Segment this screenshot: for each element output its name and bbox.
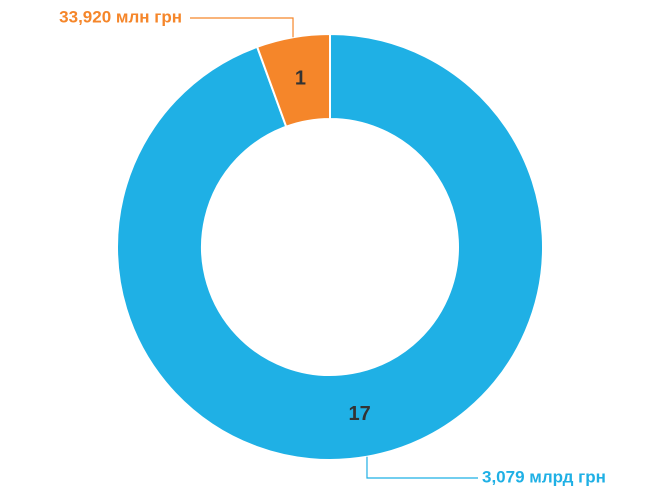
donut-slice [116, 32, 544, 461]
leader-line [366, 456, 478, 479]
slice-label: 1 [295, 67, 306, 89]
leader-line [190, 17, 294, 38]
donut-slice [255, 32, 331, 129]
slice-label: 17 [348, 403, 370, 425]
outer-label: 3,079 млрд грн [482, 467, 606, 486]
outer-label: 33,920 млн грн [59, 7, 182, 26]
